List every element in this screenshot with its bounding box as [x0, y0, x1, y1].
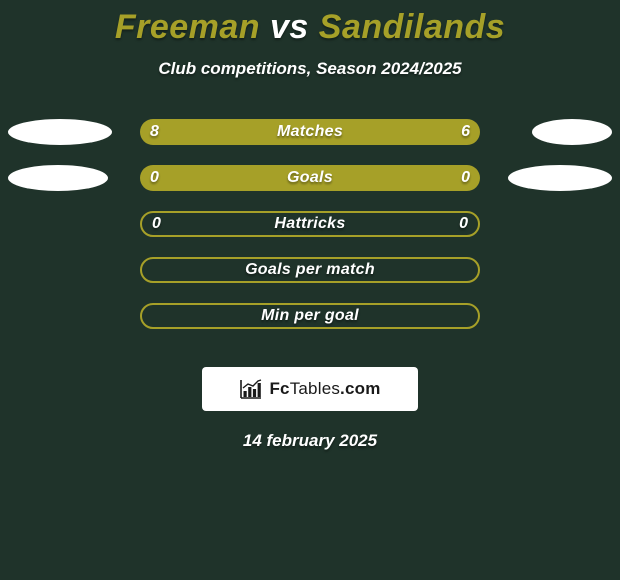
stat-right-value: 6 [461, 123, 470, 141]
comparison-infographic: Freeman vs Sandilands Club competitions,… [0, 0, 620, 580]
stat-bar: 8 Matches 6 [140, 119, 480, 145]
fctables-logo: FcTables.com [202, 367, 418, 411]
stat-row: 0 Goals 0 [0, 165, 620, 211]
page-title: Freeman vs Sandilands [0, 0, 620, 47]
stat-bar: Goals per match [140, 257, 480, 283]
right-ellipse [532, 119, 612, 145]
stat-label: Matches [277, 123, 343, 141]
logo-text: FcTables.com [269, 379, 380, 399]
stat-label: Hattricks [274, 215, 345, 233]
stat-label: Goals [287, 169, 333, 187]
stat-row: Min per goal [0, 303, 620, 349]
title-vs: vs [270, 8, 309, 46]
stat-right-value: 0 [461, 169, 470, 187]
title-player-left: Freeman [115, 8, 260, 46]
stat-left-value: 0 [152, 215, 161, 233]
stat-label: Goals per match [245, 261, 375, 279]
logo-dotcom: .com [340, 379, 380, 398]
stat-bar: 0 Goals 0 [140, 165, 480, 191]
stat-row: 0 Hattricks 0 [0, 211, 620, 257]
subtitle: Club competitions, Season 2024/2025 [0, 59, 620, 79]
stat-bar: 0 Hattricks 0 [140, 211, 480, 237]
left-ellipse [8, 119, 112, 145]
right-ellipse [508, 165, 612, 191]
stat-left-value: 8 [150, 123, 159, 141]
stat-bar: Min per goal [140, 303, 480, 329]
date-text: 14 february 2025 [0, 431, 620, 451]
stat-row: 8 Matches 6 [0, 119, 620, 165]
title-player-right: Sandilands [319, 8, 505, 46]
bar-chart-icon [239, 378, 263, 400]
stat-rows: 8 Matches 6 0 Goals 0 0 Hattricks 0 Goals per mat… [0, 119, 620, 349]
logo-fc: Fc [269, 379, 289, 398]
stat-left-value: 0 [150, 169, 159, 187]
stat-label: Min per goal [261, 307, 359, 325]
logo-tables: Tables [290, 379, 340, 398]
left-ellipse [8, 165, 108, 191]
stat-right-value: 0 [459, 215, 468, 233]
stat-row: Goals per match [0, 257, 620, 303]
